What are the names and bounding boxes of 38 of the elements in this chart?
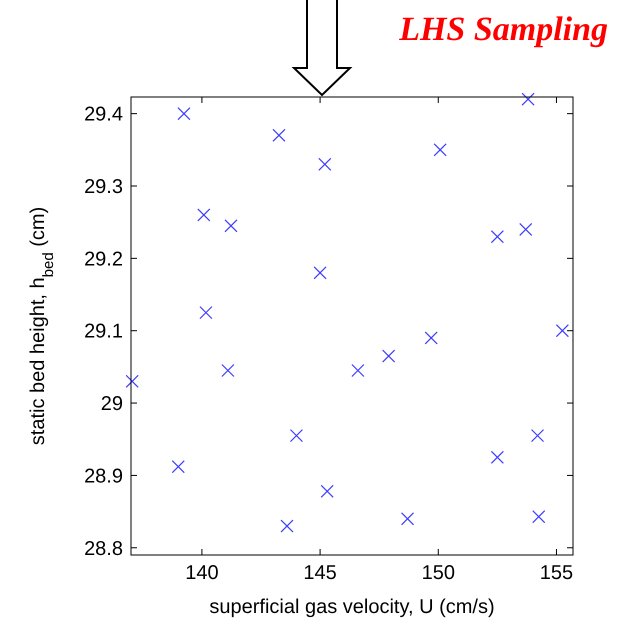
point [490, 450, 504, 464]
y-tick-label: 28.9 [84, 465, 123, 488]
point [521, 92, 535, 106]
point [221, 364, 235, 378]
chart-title: LHS Sampling [398, 11, 608, 48]
point [320, 484, 334, 498]
x-tick-label: 150 [422, 562, 455, 584]
point [351, 364, 365, 378]
y-tick-label: 29.4 [84, 104, 123, 126]
point [290, 429, 304, 442]
y-tick-label: 28.8 [84, 538, 123, 560]
point [400, 512, 414, 526]
point [126, 374, 139, 388]
point [490, 230, 504, 244]
point [224, 219, 238, 232]
y-tick-label: 29.1 [84, 320, 123, 343]
y-tick-label: 29 [100, 393, 123, 416]
point [199, 306, 213, 320]
point [530, 429, 544, 442]
point [318, 158, 332, 171]
point [532, 510, 546, 524]
point [556, 324, 569, 338]
x-tick-label: 145 [303, 562, 337, 584]
point [177, 107, 191, 120]
x-tick-label: 140 [185, 562, 219, 584]
y-tick-label: 29.3 [84, 176, 123, 198]
point [280, 519, 294, 533]
point [272, 128, 286, 142]
x-tick-label: 155 [540, 562, 574, 584]
point [197, 208, 210, 222]
point [519, 222, 532, 236]
x-axis-title: superficial gas velocity, U (cm/s) [209, 596, 495, 618]
point [424, 331, 438, 345]
point [382, 349, 396, 363]
point [313, 266, 327, 280]
y-tick-label: 29.2 [84, 248, 123, 270]
point [172, 460, 185, 474]
point [434, 143, 447, 156]
